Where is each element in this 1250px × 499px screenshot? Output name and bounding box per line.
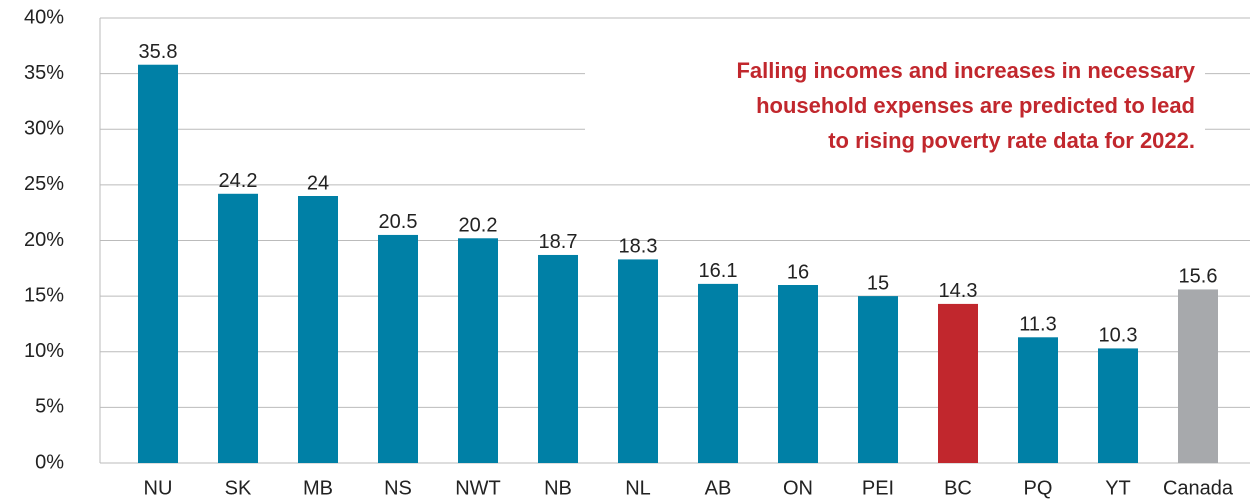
y-tick-label: 15% bbox=[24, 284, 64, 306]
bar bbox=[218, 193, 258, 463]
annotation-background bbox=[585, 52, 1205, 162]
value-label: 20.2 bbox=[459, 215, 498, 237]
x-tick-label: ON bbox=[783, 477, 813, 499]
y-tick-label: 30% bbox=[24, 118, 64, 140]
value-label: 20.5 bbox=[379, 211, 418, 233]
value-label: 11.3 bbox=[1019, 314, 1056, 336]
bar bbox=[1018, 337, 1058, 463]
value-label: 15.6 bbox=[1179, 266, 1218, 288]
bar bbox=[1098, 348, 1138, 463]
x-tick-label: SK bbox=[225, 477, 252, 499]
value-label: 14.3 bbox=[939, 280, 978, 302]
y-tick-label: 35% bbox=[24, 62, 64, 84]
bar bbox=[458, 238, 498, 463]
bar bbox=[938, 303, 978, 463]
x-tick-label: NB bbox=[544, 477, 572, 499]
x-tick-label: PEI bbox=[862, 477, 894, 499]
value-label: 16 bbox=[787, 261, 809, 283]
value-label: 35.8 bbox=[139, 41, 178, 63]
y-tick-label: 10% bbox=[24, 340, 64, 362]
x-tick-label: NL bbox=[625, 477, 651, 499]
bar bbox=[698, 283, 738, 463]
x-tick-label: PQ bbox=[1024, 477, 1053, 499]
annotation: Falling incomes and increases in necessa… bbox=[736, 58, 1195, 83]
y-tick-label: 40% bbox=[24, 6, 64, 28]
annotation: to rising poverty rate data for 2022. bbox=[828, 128, 1195, 153]
bar bbox=[858, 296, 898, 463]
x-tick-label: NU bbox=[144, 477, 173, 499]
x-tick-label: BC bbox=[944, 477, 972, 499]
y-tick-label: 0% bbox=[35, 451, 64, 473]
y-tick-label: 20% bbox=[24, 229, 64, 251]
bar bbox=[618, 259, 658, 463]
bar bbox=[298, 196, 338, 463]
bar bbox=[1178, 289, 1218, 463]
bar bbox=[538, 254, 578, 463]
bar bbox=[778, 285, 818, 463]
annotation: household expenses are predicted to lead bbox=[756, 93, 1195, 118]
x-tick-label: MB bbox=[303, 477, 333, 499]
y-tick-label: 5% bbox=[35, 396, 64, 418]
y-tick-label: 25% bbox=[24, 173, 64, 195]
x-tick-label: AB bbox=[705, 477, 732, 499]
x-tick-label: Canada bbox=[1163, 477, 1234, 499]
value-label: 18.7 bbox=[539, 231, 578, 253]
value-label: 24.2 bbox=[219, 170, 258, 192]
value-label: 16.1 bbox=[699, 260, 738, 282]
bar bbox=[378, 234, 418, 463]
x-tick-label: YT bbox=[1105, 477, 1131, 499]
bar bbox=[138, 64, 178, 463]
x-tick-label: NWT bbox=[455, 477, 501, 499]
value-label: 10.3 bbox=[1099, 325, 1138, 347]
x-tick-label: NS bbox=[384, 477, 412, 499]
value-label: 24 bbox=[307, 172, 329, 194]
value-label: 15 bbox=[867, 272, 889, 294]
value-label: 18.3 bbox=[619, 236, 658, 258]
